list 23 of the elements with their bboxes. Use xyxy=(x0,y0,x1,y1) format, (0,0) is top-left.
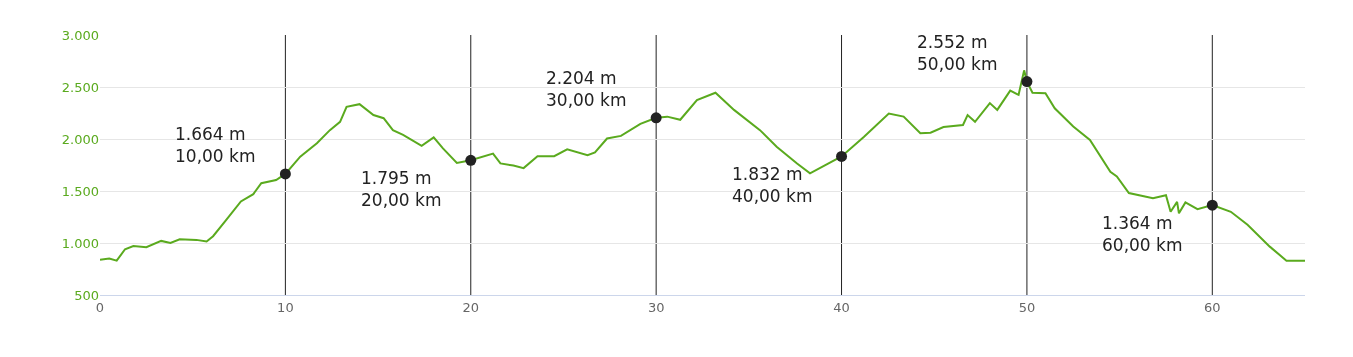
point xyxy=(1021,76,1033,88)
x-tick-label: 50 xyxy=(1018,299,1036,315)
annotation: 2.204 m 30,00 km xyxy=(546,68,627,111)
x-tick-label: 10 xyxy=(277,299,294,315)
y-tick-label: 1.000 xyxy=(61,235,99,251)
x-tick-label: 40 xyxy=(833,299,850,315)
x-tick-label: 60 xyxy=(1204,299,1221,315)
y-tick-label: 2.000 xyxy=(61,131,99,147)
annotation: 1.364 m 60,00 km xyxy=(1102,213,1183,256)
y-tick-label: 3.000 xyxy=(61,27,99,43)
y-tick-label: 2.500 xyxy=(61,79,99,95)
point xyxy=(836,150,848,162)
point xyxy=(279,168,291,180)
annotation: 2.552 m 50,00 km xyxy=(917,32,998,75)
x-tick-label: 20 xyxy=(462,299,480,315)
point xyxy=(650,112,662,124)
annotation: 1.795 m 20,00 km xyxy=(361,168,442,211)
annotation: 1.832 m 40,00 km xyxy=(732,164,813,207)
point xyxy=(465,154,477,166)
annotation: 1.664 m 10,00 km xyxy=(175,124,256,167)
x-tick-label: 30 xyxy=(647,299,665,315)
y-tick-label: 1.500 xyxy=(61,183,99,199)
point xyxy=(1206,199,1218,211)
